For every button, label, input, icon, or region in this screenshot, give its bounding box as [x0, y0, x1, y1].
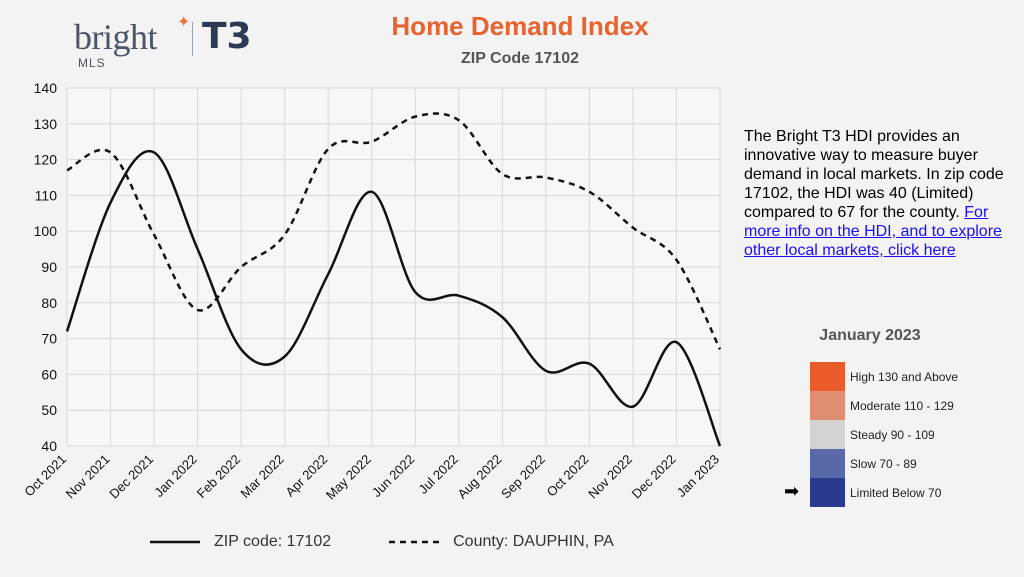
key-row: Moderate 110 - 129 [810, 391, 980, 420]
info-text: The Bright T3 HDI provides an innovative… [744, 128, 1004, 221]
logo-bright-text: bright [74, 17, 158, 57]
series-line-zip [65, 149, 722, 447]
key-label: Slow 70 - 89 [850, 457, 917, 471]
key-label: Moderate 110 - 129 [850, 399, 954, 413]
x-tick-label: Jan 2023 [674, 452, 722, 500]
y-tick-label: 130 [34, 116, 58, 132]
legend-label-county: County: DAUPHIN, PA [453, 533, 614, 550]
chart-subtitle: ZIP Code 17102 [461, 50, 579, 67]
y-tick-label: 40 [41, 438, 57, 454]
key-swatch [810, 449, 845, 478]
key-title: January 2023 [819, 327, 921, 344]
x-tick-label: May 2022 [323, 452, 374, 503]
key-label: Limited Below 70 [850, 486, 942, 500]
bright-t3-logo: bright ✦ MLS T3 [74, 12, 274, 72]
y-tick-label: 140 [34, 80, 58, 96]
legend-item-zip: ZIP code: 17102 [150, 533, 331, 551]
key-label: High 130 and Above [850, 370, 959, 384]
x-tick-label: Dec 2021 [106, 452, 156, 502]
legend-dashed-line-swatch [389, 540, 440, 544]
y-tick-label: 120 [34, 152, 58, 168]
y-tick-label: 90 [41, 259, 57, 275]
x-tick-label: Oct 2021 [21, 452, 69, 500]
x-tick-label: Jun 2022 [369, 452, 417, 500]
legend-solid-line-swatch [150, 540, 200, 544]
y-tick-label: 110 [35, 187, 58, 203]
current-level-arrow-icon: ➡ [784, 481, 800, 501]
key-swatch [810, 391, 845, 420]
x-tick-label: Sep 2022 [498, 452, 548, 502]
x-tick-label: Jan 2022 [151, 452, 199, 500]
chart-legend: ZIP code: 17102 County: DAUPHIN, PA [150, 533, 614, 551]
x-tick-label: Aug 2022 [454, 452, 504, 502]
key-label: Steady 90 - 109 [850, 428, 935, 442]
key-swatch [810, 420, 845, 449]
key-row: Slow 70 - 89 [810, 449, 980, 478]
logo-divider [192, 22, 193, 56]
chart-title: Home Demand Index [391, 11, 649, 41]
legend-label-zip: ZIP code: 17102 [214, 533, 332, 550]
hdi-info-panel: The Bright T3 HDI provides an innovative… [744, 127, 1014, 260]
key-row: Steady 90 - 109 [810, 420, 980, 449]
logo-star-icon: ✦ [177, 14, 191, 31]
legend-item-county: County: DAUPHIN, PA [389, 533, 614, 551]
hdi-level-key: High 130 and Above Moderate 110 - 129 Stea… [784, 362, 980, 507]
y-tick-label: 100 [34, 223, 58, 239]
x-tick-label: Oct 2022 [544, 452, 592, 500]
x-tick-label: Feb 2022 [194, 452, 243, 501]
y-tick-label: 80 [41, 295, 57, 311]
logo-t3-text: T3 [202, 16, 252, 57]
key-swatch [810, 362, 845, 391]
x-tick-label: Nov 2021 [63, 452, 113, 502]
y-tick-label: 50 [41, 402, 57, 418]
series-line-county [66, 112, 722, 350]
x-tick-label: Nov 2022 [585, 452, 635, 502]
key-swatch [810, 478, 845, 507]
more-info-link[interactable]: For more info on the HDI, and to explore… [744, 204, 1002, 259]
logo-mls-text: MLS [78, 56, 106, 70]
y-tick-label: 70 [41, 331, 57, 347]
key-row: Limited Below 70 ➡ [784, 478, 980, 507]
key-row: High 130 and Above [810, 362, 980, 391]
x-tick-label: Mar 2022 [237, 452, 286, 501]
x-tick-label: Dec 2022 [629, 452, 679, 502]
y-tick-label: 60 [41, 366, 57, 382]
